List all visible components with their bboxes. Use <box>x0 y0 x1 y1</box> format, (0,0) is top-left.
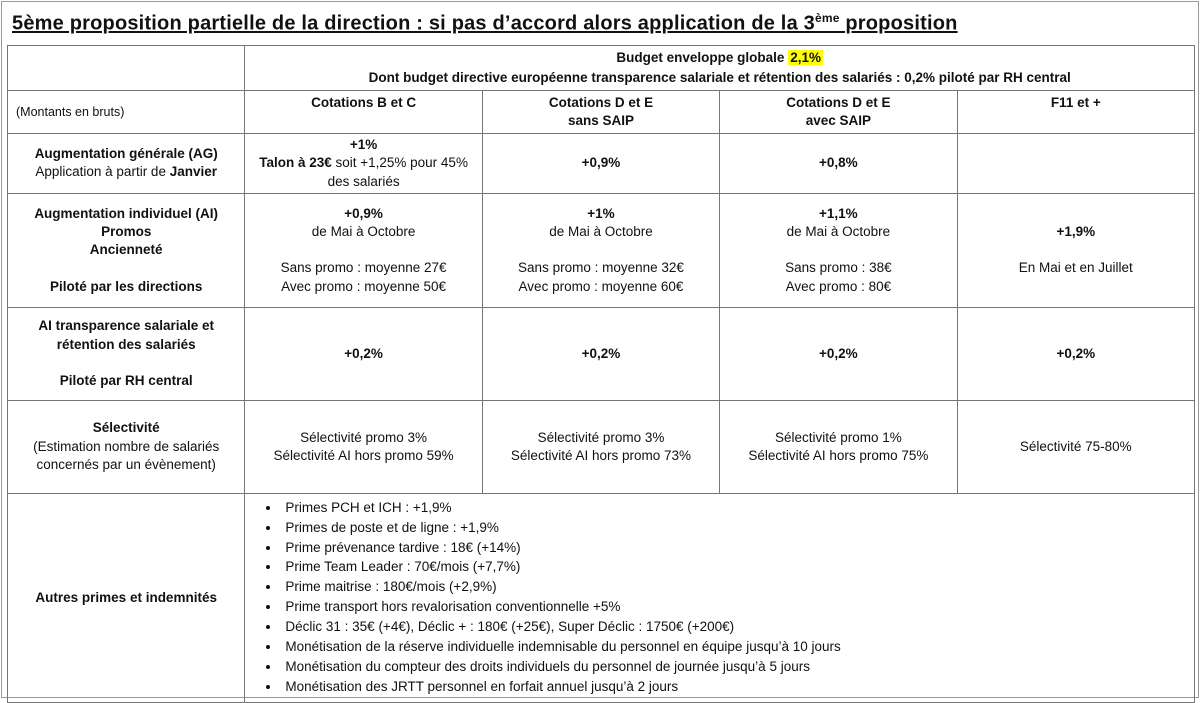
table-row: Autres primes et indemnitésPrimes PCH et… <box>6 492 1195 703</box>
table-row: Augmentation générale (AG) Application à … <box>6 133 1196 194</box>
page-title: 5ème proposition partielle de la directi… <box>6 7 1194 38</box>
column-header-row: (Montants en bruts) Cotations B et C Cot… <box>6 90 1196 135</box>
value-cell: Sélectivité promo 1% Sélectivité AI hors … <box>719 399 958 494</box>
value-cell: +1,1% de Mai à Octobre Sans promo : 38€ Av… <box>719 192 958 308</box>
table-row: AI transparence salariale et rétention d… <box>6 306 1196 401</box>
row-label-cell: Autres primes et indemnités <box>6 492 246 703</box>
budget-line2: Dont budget directive européenne transpa… <box>368 69 1071 85</box>
row-label-cell: Augmentation individuel (AI) Promos Ancien… <box>6 192 246 308</box>
value-cell: Sélectivité promo 3% Sélectivité AI hors … <box>481 399 721 494</box>
empty-corner-cell <box>6 44 246 92</box>
table-body: Augmentation générale (AG) Application à … <box>6 133 1196 703</box>
bullet-item: Déclic 31 : 35€ (+4€), Déclic + : 180€ (… <box>281 618 1186 637</box>
bullet-list-cell: Primes PCH et ICH : +1,9%Primes de poste… <box>244 492 1195 703</box>
bullet-item: Prime prévenance tardive : 18€ (+14%) <box>281 539 1186 558</box>
budget-line1-text: Budget enveloppe globale <box>616 49 789 65</box>
col-header-cotations-b-c: Cotations B et C <box>244 90 483 135</box>
budget-header-cell: Budget enveloppe globale 2,1% Dont budge… <box>244 44 1195 92</box>
col-header-f11-et-plus: F11 et + <box>956 90 1196 135</box>
bullet-item: Monétisation des JRTT personnel en forfa… <box>281 678 1186 697</box>
row-label-cell: AI transparence salariale et rétention d… <box>6 306 246 401</box>
proposal-table: Budget enveloppe globale 2,1% Dont budge… <box>6 44 1196 703</box>
value-cell: +0,9% de Mai à Octobre Sans promo : moyen… <box>244 192 483 308</box>
bullet-item: Prime Team Leader : 70€/mois (+7,7%) <box>281 558 1186 577</box>
col-header-cotations-d-e-sans-saip: Cotations D et E sans SAIP <box>481 90 721 135</box>
bullet-item: Monétisation de la réserve individuelle … <box>281 638 1186 657</box>
budget-highlight: 2,1% <box>788 49 823 65</box>
value-cell: +1,9% En Mai et en Juillet <box>956 192 1196 308</box>
page-title-superscript: ème <box>814 11 840 25</box>
value-cell: +0,2% <box>481 306 721 401</box>
value-cell: +1% de Mai à Octobre Sans promo : moyenne… <box>481 192 721 308</box>
col-header-cotations-d-e-avec-saip: Cotations D et E avec SAIP <box>719 90 958 135</box>
value-cell: +0,8% <box>719 133 958 194</box>
value-cell: +1% Talon à 23€ soit +1,25% pour 45% des … <box>244 133 483 194</box>
bullet-list: Primes PCH et ICH : +1,9%Primes de poste… <box>255 499 1186 697</box>
row-label-cell: Augmentation générale (AG) Application à … <box>6 133 246 194</box>
value-cell: Sélectivité promo 3% Sélectivité AI hors … <box>244 399 483 494</box>
page-title-suffix: proposition <box>839 12 958 35</box>
table-row: Augmentation individuel (AI) Promos Ancien… <box>6 192 1196 308</box>
budget-line1: Budget enveloppe globale 2,1% <box>249 48 1190 68</box>
value-cell: +0,2% <box>719 306 958 401</box>
bullet-item: Prime transport hors revalorisation conv… <box>281 598 1186 617</box>
value-cell: +0,2% <box>244 306 483 401</box>
page-title-text: 5ème proposition partielle de la directi… <box>12 12 815 35</box>
corner-label-cell: (Montants en bruts) <box>6 90 246 135</box>
value-cell <box>956 133 1196 194</box>
value-cell: Sélectivité 75-80% <box>956 399 1196 494</box>
bullet-item: Primes de poste et de ligne : +1,9% <box>281 519 1186 538</box>
budget-header-row: Budget enveloppe globale 2,1% Dont budge… <box>6 44 1195 92</box>
value-cell: +0,2% <box>956 306 1196 401</box>
bullet-item: Prime maitrise : 180€/mois (+2,9%) <box>281 578 1186 597</box>
bullet-item: Primes PCH et ICH : +1,9% <box>281 499 1186 518</box>
value-cell: +0,9% <box>481 133 721 194</box>
bullet-item: Monétisation du compteur des droits indi… <box>281 658 1186 677</box>
table-row: Sélectivité (Estimation nombre de salarié… <box>6 399 1196 494</box>
row-label-cell: Sélectivité (Estimation nombre de salarié… <box>6 399 246 494</box>
